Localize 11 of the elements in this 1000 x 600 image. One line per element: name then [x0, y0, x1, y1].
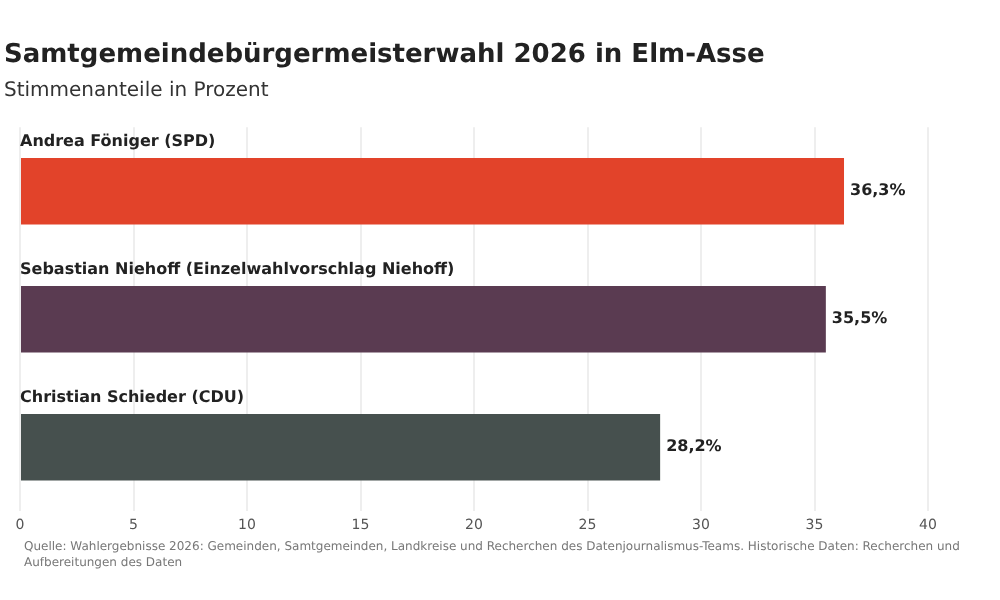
bar [21, 285, 826, 353]
data-label: 28,2% [666, 437, 722, 456]
y-tick-label: Andrea Föniger (SPD) [20, 132, 216, 151]
bar [21, 413, 661, 481]
y-tick-label: Sebastian Niehoff (Einzelwahlvorschlag Niehoff) [20, 260, 455, 279]
bar [21, 157, 845, 225]
chart-subtitle: Stimmenanteile in Prozent [4, 80, 269, 103]
chart-title: Samtgemeindebürgermeisterwahl 2026 in Elm-Asse [4, 40, 765, 71]
data-label: 35,5% [831, 309, 888, 328]
y-tick-label: Christian Schieder (CDU) [20, 388, 245, 407]
data-label: 36,3% [850, 181, 906, 200]
